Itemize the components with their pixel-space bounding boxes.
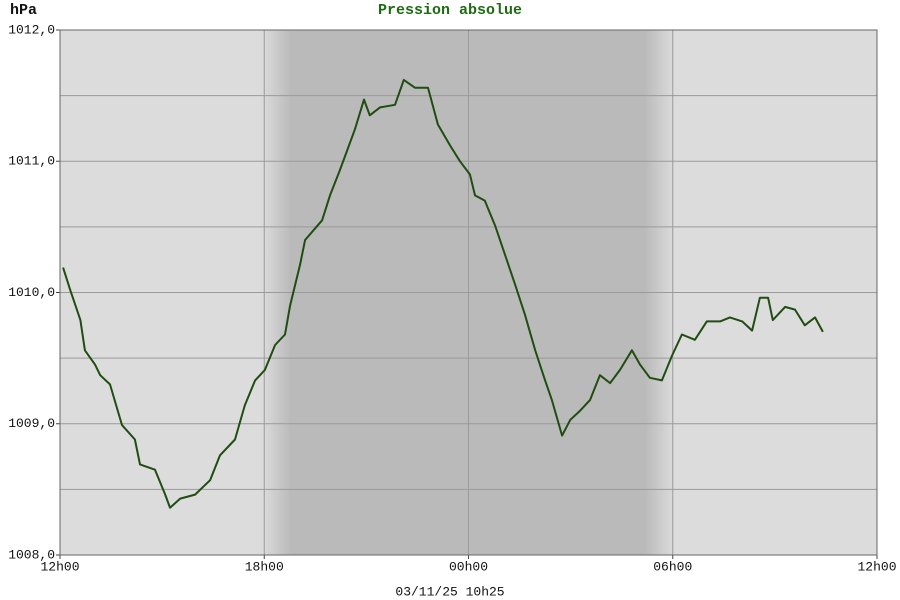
x-tick-label: 12h00 bbox=[857, 559, 896, 574]
x-axis-label: 03/11/25 10h25 bbox=[395, 584, 504, 599]
y-tick-label: 1009,0 bbox=[8, 416, 55, 431]
y-tick-label: 1010,0 bbox=[8, 285, 55, 300]
y-tick-label: 1012,0 bbox=[8, 22, 55, 37]
data-line bbox=[62, 78, 824, 509]
y-tick-label: 1008,0 bbox=[8, 547, 55, 562]
chart-title: Pression absolue bbox=[378, 2, 522, 19]
x-tick-label: 00h00 bbox=[449, 559, 488, 574]
plot-border bbox=[59, 29, 878, 556]
y-axis-label: hPa bbox=[10, 2, 37, 19]
x-tick-label: 12h00 bbox=[40, 559, 79, 574]
y-tick-label: 1011,0 bbox=[8, 154, 55, 169]
x-tick-label: 06h00 bbox=[653, 559, 692, 574]
x-tick-label: 18h00 bbox=[245, 559, 284, 574]
